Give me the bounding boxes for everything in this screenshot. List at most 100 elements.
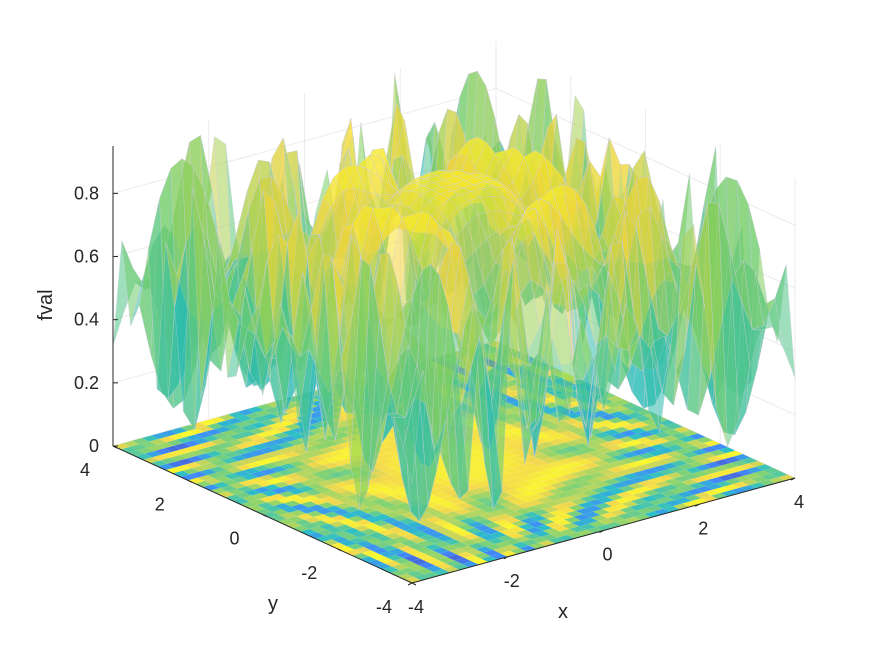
floor-cell: [329, 493, 347, 500]
floor-cell: [226, 467, 244, 474]
floor-cell: [330, 515, 348, 522]
floor-cell: [270, 438, 288, 445]
floor-cell: [325, 456, 343, 463]
floor-cell: [368, 532, 386, 539]
floor-cell: [301, 473, 319, 480]
floor-cell: [404, 527, 422, 534]
floor-cell: [711, 465, 729, 472]
floor-cell: [227, 488, 245, 495]
floor-cell: [582, 489, 600, 497]
floor-cell: [327, 450, 345, 457]
floor-cell: [501, 446, 519, 453]
floor-cell: [678, 485, 696, 492]
floor-cell: [695, 436, 713, 443]
floor-cell: [296, 513, 314, 520]
floor-cell: [620, 430, 638, 437]
floor-cell: [217, 442, 235, 449]
floor-cell: [626, 510, 644, 517]
floor-cell: [603, 429, 621, 436]
floor-cell: [211, 460, 229, 467]
floor-cell: [748, 460, 766, 467]
floor-cell: [320, 468, 338, 475]
floor-cell: [313, 514, 331, 521]
floor-cell: [465, 527, 483, 534]
floor-cell: [205, 450, 223, 457]
floor-cell: [459, 518, 477, 525]
floor-cell: [221, 479, 239, 486]
floor-cell: [325, 505, 343, 512]
floor-cell: [371, 547, 389, 554]
floor-cell: [535, 475, 553, 482]
floor-cell: [332, 509, 350, 516]
floor-cell: [230, 455, 248, 462]
floor-cell: [355, 519, 373, 526]
floor-cell: [513, 486, 531, 493]
floor-cell: [380, 545, 398, 552]
floor-cell: [532, 509, 550, 516]
floor-cell: [435, 563, 453, 570]
floor-cell: [591, 487, 609, 494]
floor-cell: [406, 521, 424, 528]
floor-cell: [282, 479, 300, 486]
floor-cell: [743, 472, 761, 480]
floor-cell: [264, 505, 282, 512]
floor-cell: [557, 485, 575, 492]
floor-cell: [465, 499, 483, 506]
floor-cell: [212, 481, 230, 488]
floor-cell: [637, 431, 655, 438]
floor-cell: [256, 453, 274, 460]
floor-cell: [339, 490, 357, 497]
floor-cell: [659, 441, 677, 448]
floor-cell: [644, 434, 662, 441]
x-tick-mark: [790, 477, 796, 481]
floor-cell: [262, 413, 280, 420]
floor-cell: [505, 461, 523, 468]
floor-cell: [536, 497, 554, 504]
floor-cell: [676, 442, 694, 449]
floor-cell: [652, 437, 670, 444]
floor-cell: [461, 512, 479, 519]
floor-cell: [231, 427, 249, 434]
floor-cell: [379, 523, 397, 530]
floor-cell: [386, 554, 404, 561]
floor-cell: [390, 493, 408, 500]
floor-cell: [704, 461, 722, 468]
floor-cell: [255, 431, 273, 438]
floor-cell: [315, 459, 333, 466]
floor-cell: [295, 442, 313, 449]
floor-cell: [475, 546, 493, 553]
floor-cell: [671, 481, 689, 488]
floor-cell: [616, 491, 634, 498]
floor-cell: [525, 527, 543, 534]
floor-cell: [654, 431, 672, 438]
floor-cell: [280, 435, 298, 442]
floor-cell: [444, 511, 462, 518]
x-tick-label: 2: [698, 518, 708, 538]
floor-cell: [623, 495, 641, 502]
floor-cell: [631, 498, 649, 505]
floor-cell: [573, 514, 591, 521]
floor-cell: [638, 501, 656, 508]
floor-cell: [654, 481, 672, 488]
floor-cell: [674, 448, 692, 455]
floor-cell: [454, 557, 472, 564]
floor-cell: [668, 466, 686, 473]
floor-cell: [454, 508, 472, 515]
floor-cell: [170, 427, 188, 434]
floor-cell: [264, 456, 282, 463]
floor-cell: [557, 436, 575, 443]
floor-cell: [554, 519, 572, 526]
floor-cell: [347, 515, 365, 522]
floor-cell: [319, 446, 337, 453]
floor-cell: [470, 487, 488, 494]
floor-cell: [728, 466, 746, 473]
floor-cell: [213, 454, 231, 461]
floor-cell: [233, 421, 251, 428]
floor-cell: [361, 501, 379, 508]
floor-cell: [397, 545, 416, 552]
floor-cell: [233, 470, 251, 477]
floor-cell: [590, 465, 608, 472]
floor-cell: [473, 503, 491, 510]
floor-cell: [529, 466, 547, 473]
floor-cell: [384, 483, 402, 490]
